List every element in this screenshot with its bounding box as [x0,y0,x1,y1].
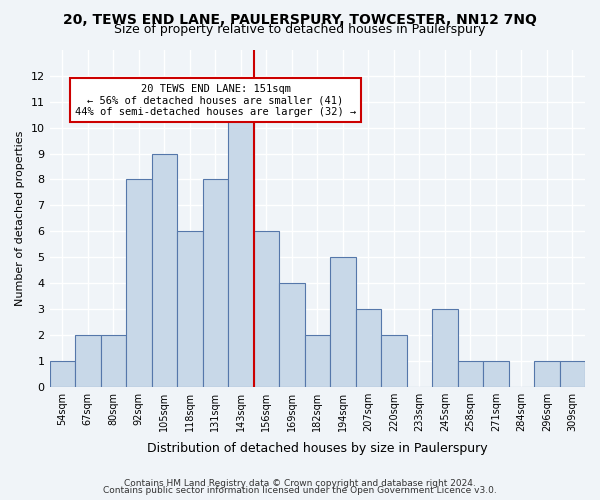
Bar [279,283,305,387]
Bar [356,309,381,386]
Bar [381,335,407,386]
Bar [50,361,75,386]
Bar [330,257,356,386]
Bar [228,102,254,387]
Bar [101,335,126,386]
Bar [126,180,152,386]
Bar [177,232,203,386]
Text: 20, TEWS END LANE, PAULERSPURY, TOWCESTER, NN12 7NQ: 20, TEWS END LANE, PAULERSPURY, TOWCESTE… [63,12,537,26]
Bar [305,335,330,386]
Y-axis label: Number of detached properties: Number of detached properties [15,130,25,306]
Bar [152,154,177,386]
Text: Contains HM Land Registry data © Crown copyright and database right 2024.: Contains HM Land Registry data © Crown c… [124,478,476,488]
Text: 20 TEWS END LANE: 151sqm
← 56% of detached houses are smaller (41)
44% of semi-d: 20 TEWS END LANE: 151sqm ← 56% of detach… [75,84,356,117]
Text: Contains public sector information licensed under the Open Government Licence v3: Contains public sector information licen… [103,486,497,495]
Bar [483,361,509,386]
Bar [432,309,458,386]
X-axis label: Distribution of detached houses by size in Paulerspury: Distribution of detached houses by size … [147,442,488,455]
Bar [254,232,279,386]
Bar [203,180,228,386]
Bar [534,361,560,386]
Bar [560,361,585,386]
Bar [458,361,483,386]
Text: Size of property relative to detached houses in Paulerspury: Size of property relative to detached ho… [115,22,485,36]
Bar [75,335,101,386]
